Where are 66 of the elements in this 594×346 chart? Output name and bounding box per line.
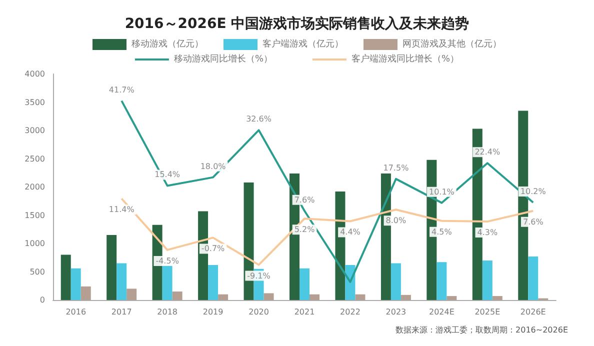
- data-label: 22.4%: [474, 148, 501, 157]
- bar: [492, 296, 502, 300]
- y-tick-label: 2000: [24, 182, 45, 192]
- bar: [70, 268, 81, 300]
- bar: [172, 292, 182, 300]
- bar: [390, 263, 401, 300]
- data-label: 7.6%: [522, 217, 544, 226]
- x-tick-label: 2017: [111, 308, 132, 316]
- bar: [208, 264, 218, 300]
- data-label: 4.4%: [340, 228, 361, 237]
- legend-label: 客户端游戏（亿元）: [262, 38, 344, 50]
- bar: [482, 260, 492, 300]
- data-label: -0.7%: [201, 244, 226, 254]
- x-tick-label: 2021: [294, 308, 315, 316]
- bar: [310, 294, 320, 300]
- data-label: 7.6%: [294, 195, 316, 204]
- legend-label: 移动游戏同比增长（%）: [174, 54, 273, 64]
- legend-label: 网页游戏及其他（亿元）: [402, 38, 502, 50]
- data-label: 11.4%: [108, 205, 135, 214]
- y-tick-label: 1500: [24, 210, 45, 220]
- y-tick-label: 2500: [24, 154, 45, 164]
- data-label: 4.5%: [432, 227, 452, 236]
- bar: [126, 288, 137, 300]
- bar: [300, 268, 310, 300]
- y-tick-label: 500: [30, 267, 45, 276]
- data-label: 41.7%: [108, 85, 135, 94]
- data-label: 4.3%: [477, 228, 498, 238]
- y-tick-label: 0: [40, 296, 45, 304]
- x-tick-label: 2026E: [520, 308, 546, 316]
- x-tick-label: 2016: [66, 308, 86, 316]
- bar: [355, 294, 366, 300]
- bar: [106, 235, 117, 300]
- data-label: 8.0%: [386, 216, 407, 226]
- bar: [80, 286, 91, 300]
- bar: [60, 254, 71, 300]
- x-tick-label: 2025E: [474, 308, 500, 316]
- data-label: -9.1%: [247, 271, 271, 280]
- data-label: 32.6%: [246, 114, 272, 124]
- data-label: 15.4%: [154, 170, 180, 180]
- bar: [436, 262, 447, 300]
- bar: [400, 294, 411, 300]
- bar: [528, 256, 538, 300]
- data-label: 5.2%: [294, 225, 316, 234]
- x-tick-label: 2023: [386, 308, 406, 316]
- x-tick-label: 2018: [157, 308, 178, 316]
- bar: [116, 263, 127, 300]
- data-label: 17.5%: [383, 163, 410, 172]
- bar: [446, 296, 457, 300]
- data-label: 10.1%: [428, 187, 455, 196]
- y-tick-label: 3000: [24, 126, 45, 135]
- legend-label: 移动游戏（亿元）: [132, 38, 204, 50]
- x-tick-label: 2019: [202, 308, 224, 316]
- bar: [218, 294, 228, 300]
- x-tick-label: 2024E: [428, 308, 454, 316]
- source-note: 数据来源：游戏工委；取数周期：2016~2026E: [396, 326, 568, 334]
- data-label: -4.5%: [156, 256, 180, 266]
- x-tick-label: 2020: [248, 308, 269, 316]
- y-tick-label: 4000: [24, 70, 45, 78]
- legend-label: 客户端游戏同比增长（%）: [352, 54, 460, 64]
- x-tick-label: 2022: [340, 308, 360, 316]
- bar: [264, 293, 274, 300]
- data-label: 10.2%: [520, 186, 546, 196]
- y-tick-label: 3500: [24, 98, 45, 107]
- y-tick-label: 1000: [24, 239, 45, 248]
- data-label: 18.0%: [200, 162, 226, 171]
- chart-title: 2016～2026E 中国游戏市场实际销售收入及未来趋势: [124, 15, 470, 32]
